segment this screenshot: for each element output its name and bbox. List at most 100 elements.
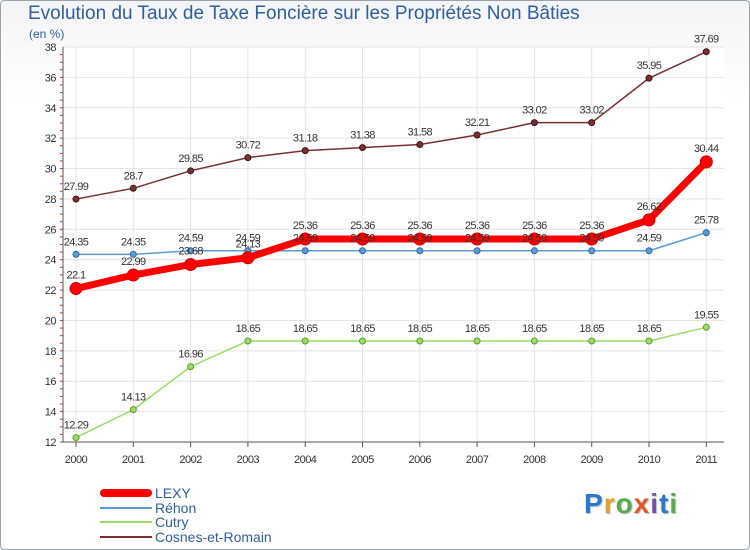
data-label: 25.36 [522, 220, 547, 232]
data-label: 29.85 [178, 153, 203, 165]
data-point [359, 337, 366, 345]
data-point [413, 232, 427, 246]
data-point [126, 268, 140, 282]
data-label: 31.38 [350, 130, 375, 142]
data-point [129, 406, 137, 414]
data-point [530, 247, 538, 255]
y-tick-label: 26 [45, 224, 57, 236]
y-tick-label: 16 [45, 376, 57, 388]
data-label: 24.35 [121, 236, 146, 248]
y-tick-label: 20 [45, 315, 57, 327]
y-tick-label: 34 [45, 103, 57, 115]
data-label: 25.36 [293, 220, 318, 232]
data-label: 24.59 [465, 233, 490, 245]
x-tick-label: 2000 [65, 454, 88, 466]
y-tick-label: 12 [45, 437, 57, 449]
data-point [470, 232, 484, 246]
data-label: 24.59 [637, 233, 662, 245]
data-point [702, 48, 710, 56]
data-label: 24.59 [350, 233, 375, 245]
data-point [187, 247, 195, 255]
y-tick-label: 32 [45, 133, 57, 145]
y-tick-label: 14 [45, 407, 57, 419]
data-point [416, 141, 424, 149]
data-label: 24.59 [579, 233, 604, 245]
data-point [184, 258, 198, 272]
data-point [187, 363, 195, 371]
legend-swatch [100, 506, 152, 509]
data-point [645, 337, 653, 345]
data-label: 18.65 [522, 323, 547, 335]
legend-item-cosnes: Cosnes-et-Romain [100, 529, 360, 545]
data-label: 14.13 [121, 392, 146, 404]
data-point [416, 247, 424, 255]
data-point [702, 229, 710, 237]
data-point [359, 247, 366, 255]
data-point [301, 247, 309, 255]
data-label: 18.65 [236, 323, 261, 335]
legend: LEXY Réhon Cutry Cosnes-et-Romain [100, 485, 360, 545]
data-label: 24.59 [293, 233, 318, 245]
data-label: 18.65 [408, 323, 433, 335]
logo-letter: x [633, 488, 651, 519]
data-point [72, 195, 80, 203]
logo-letter: r [603, 488, 616, 519]
x-tick-label: 2004 [294, 454, 317, 466]
series-line-0 [72, 158, 710, 293]
data-label: 18.65 [465, 323, 490, 335]
data-label: 33.02 [522, 105, 547, 117]
data-label: 24.59 [178, 233, 203, 245]
data-point [244, 337, 252, 345]
data-label: 25.78 [694, 215, 719, 227]
y-tick-label: 28 [45, 194, 57, 206]
data-point [72, 250, 80, 258]
data-label: 12.29 [64, 420, 89, 432]
x-tick-label: 2011 [695, 454, 717, 466]
x-tick-label: 2005 [351, 454, 374, 466]
data-point [702, 323, 710, 331]
data-point [244, 154, 252, 162]
data-label: 25.36 [579, 220, 604, 232]
y-tick-label: 36 [45, 72, 57, 84]
data-point [699, 155, 713, 169]
proxiti-logo: Proxiti [584, 488, 678, 520]
data-label: 25.36 [408, 220, 433, 232]
legend-swatch [100, 489, 152, 497]
data-label: 35.95 [637, 60, 662, 72]
logo-letter: i [669, 488, 679, 519]
x-tick-label: 2002 [179, 454, 202, 466]
data-point [473, 131, 481, 139]
data-point [301, 147, 309, 155]
legend-item-lexy: LEXY [100, 485, 360, 501]
data-label: 19.55 [694, 309, 719, 321]
data-label: 22.1 [66, 270, 85, 282]
y-tick-label: 18 [45, 346, 57, 358]
legend-swatch [100, 535, 152, 538]
data-label: 23.68 [178, 246, 203, 258]
x-tick-label: 2007 [466, 454, 489, 466]
data-point [473, 337, 481, 345]
series-line-2 [75, 326, 708, 439]
data-label: 24.59 [236, 233, 261, 245]
data-point [356, 232, 369, 246]
data-label: 28.7 [124, 170, 143, 182]
data-point [527, 232, 541, 246]
data-point [585, 232, 599, 246]
x-tick-label: 2003 [237, 454, 260, 466]
data-label: 30.44 [694, 143, 719, 155]
data-label: 18.65 [637, 323, 662, 335]
x-tick-label: 2006 [409, 454, 432, 466]
series-line-3 [75, 50, 708, 200]
data-label: 27.99 [64, 181, 89, 193]
data-point [530, 119, 538, 127]
data-point [588, 119, 596, 127]
y-tick-label: 24 [45, 255, 57, 267]
series-line-1 [75, 231, 708, 256]
chart-subtitle: (en %) [29, 27, 65, 41]
data-label: 33.02 [579, 105, 604, 117]
data-point [72, 434, 80, 442]
data-label: 31.58 [408, 127, 433, 139]
x-tick-label: 2010 [638, 454, 661, 466]
data-point [129, 250, 137, 258]
